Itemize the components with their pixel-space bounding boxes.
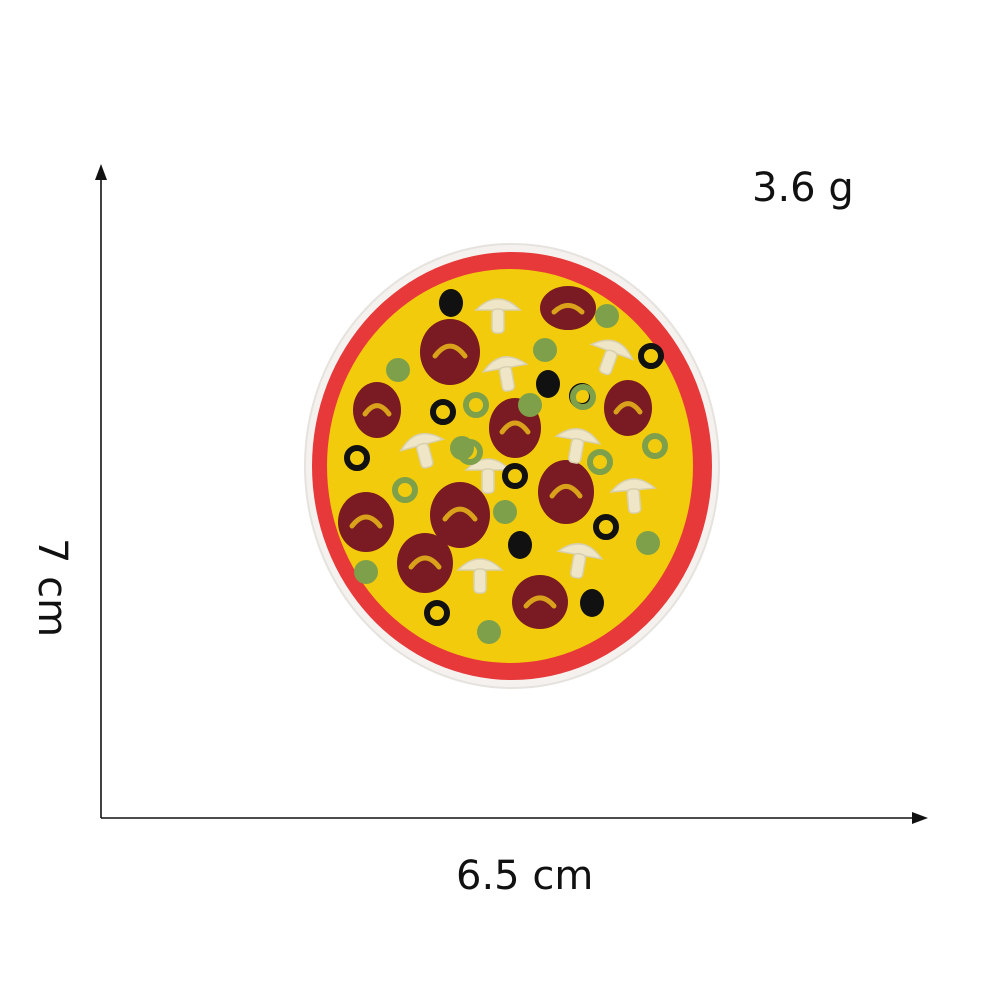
toppings-layer bbox=[338, 286, 668, 644]
mushroom-stem bbox=[567, 437, 585, 464]
pepperoni bbox=[420, 319, 480, 385]
green-pepper bbox=[636, 531, 660, 555]
pepperoni-highlight bbox=[442, 506, 478, 522]
pepperoni-highlight bbox=[523, 595, 557, 609]
mushroom-cap bbox=[554, 428, 602, 445]
green-pepper bbox=[533, 338, 557, 362]
green-pepper bbox=[477, 620, 501, 644]
green-olive-ring bbox=[570, 384, 596, 410]
mushroom-cap bbox=[609, 478, 657, 493]
pepperoni-highlight bbox=[349, 514, 383, 529]
mushroom-stem bbox=[473, 568, 487, 594]
green-olive-ring bbox=[642, 433, 668, 459]
width-label: 6.5 cm bbox=[456, 853, 594, 899]
black-olive-ring bbox=[593, 514, 619, 540]
black-olive-ring bbox=[430, 399, 456, 425]
pepperoni-highlight bbox=[432, 343, 468, 359]
arrow-up-icon bbox=[95, 164, 107, 180]
mushroom-stem bbox=[491, 308, 505, 334]
mushroom-cap bbox=[589, 339, 635, 361]
mushroom-cap bbox=[456, 558, 504, 571]
pizza-patch bbox=[304, 243, 720, 689]
mushroom-cap bbox=[556, 543, 604, 560]
black-olive-ring bbox=[424, 600, 450, 626]
black-olive bbox=[508, 531, 532, 559]
green-pepper bbox=[518, 393, 542, 417]
black-olive-ring bbox=[502, 463, 528, 489]
dimension-axes bbox=[95, 164, 928, 824]
pepperoni-highlight bbox=[362, 403, 392, 417]
pepperoni-highlight bbox=[613, 401, 643, 415]
mushroom-cap bbox=[474, 298, 522, 311]
height-label: 7 cm bbox=[29, 538, 75, 638]
pepperoni bbox=[353, 382, 401, 438]
green-pepper bbox=[493, 500, 517, 524]
mushroom-stem bbox=[481, 468, 495, 494]
pepperoni-highlight bbox=[551, 302, 585, 315]
pepperoni-highlight bbox=[549, 483, 583, 499]
pepperoni bbox=[512, 575, 568, 629]
mushroom-stem bbox=[569, 552, 587, 579]
mushroom-cap bbox=[481, 356, 529, 373]
black-olive bbox=[580, 589, 604, 617]
mushroom-stem bbox=[498, 365, 516, 392]
green-olive-ring bbox=[392, 477, 418, 503]
weight-label: 3.6 g bbox=[752, 165, 854, 211]
pepperoni-highlight bbox=[499, 420, 531, 435]
pepperoni bbox=[397, 533, 453, 593]
mushroom-stem bbox=[598, 349, 618, 376]
pepperoni-highlight bbox=[408, 555, 442, 570]
pepperoni bbox=[538, 460, 594, 524]
mushroom-cap bbox=[399, 432, 446, 452]
pepperoni bbox=[604, 380, 652, 436]
arrow-right-icon bbox=[912, 812, 928, 824]
green-olive-ring bbox=[463, 392, 489, 418]
black-olive bbox=[439, 289, 463, 317]
black-olive-ring bbox=[344, 445, 370, 471]
black-olive bbox=[536, 370, 560, 398]
green-pepper bbox=[354, 560, 378, 584]
pepperoni bbox=[430, 482, 490, 548]
green-pepper bbox=[450, 436, 474, 460]
black-olive-ring bbox=[638, 343, 664, 369]
mushroom-stem bbox=[416, 442, 434, 469]
green-pepper bbox=[595, 304, 619, 328]
mushroom-stem bbox=[626, 488, 642, 514]
green-pepper bbox=[386, 358, 410, 382]
pepperoni bbox=[338, 492, 394, 552]
green-olive-ring bbox=[587, 449, 613, 475]
